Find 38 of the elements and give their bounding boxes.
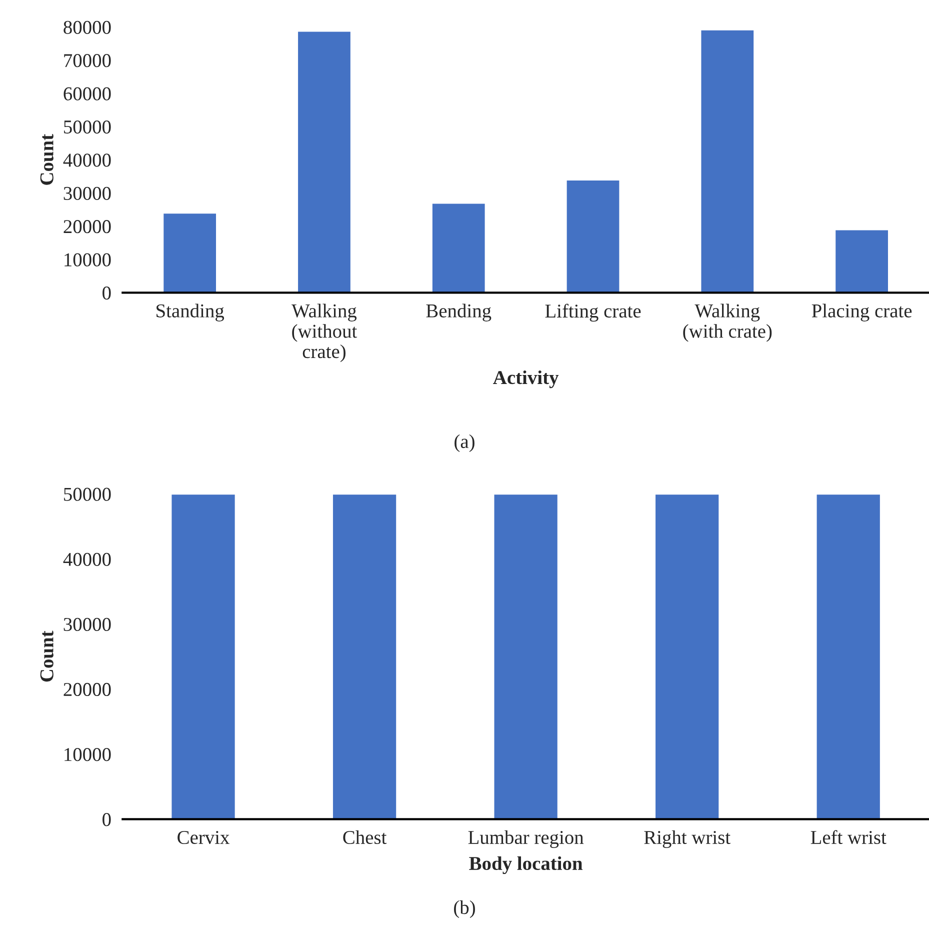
y-tick-label: 50000: [64, 120, 111, 134]
y-tick-label: 0: [102, 813, 111, 826]
bar: [431, 202, 486, 293]
x-axis-title: Body location: [469, 856, 583, 874]
y-tick-label: 30000: [64, 186, 111, 200]
text: (b): [454, 900, 475, 918]
x-tick-label: Standing: [156, 304, 224, 322]
y-axis-title: Count: [40, 630, 54, 682]
bar: [700, 28, 755, 293]
x-tick-label: Chest: [343, 830, 387, 844]
x-tick-label: Walking (without crate): [292, 304, 358, 362]
x-tick-label: Placing crate: [812, 304, 912, 322]
y-tick-label: 60000: [64, 87, 111, 100]
text: (a): [454, 434, 474, 452]
x-tick-label: Lumbar region: [468, 830, 584, 848]
x-tick-label: Right wrist: [644, 830, 730, 848]
y-tick-label: 70000: [64, 54, 111, 68]
y-tick-label: 30000: [64, 618, 111, 632]
x-tick-label: Cervix: [178, 830, 230, 844]
x-tick-label: Walking (with crate): [683, 304, 772, 342]
y-tick-label: 20000: [64, 682, 111, 696]
y-tick-label: 40000: [63, 552, 111, 566]
x-tick-label: Left wrist: [810, 830, 886, 844]
y-tick-label: 50000: [64, 488, 111, 501]
x-axis-title: Activity: [493, 370, 559, 388]
x-tick-label: Lifting crate: [545, 304, 641, 322]
y-tick-label: 0: [102, 286, 111, 300]
bar: [296, 30, 352, 293]
y-axis-title: Count: [40, 134, 54, 185]
y-tick-label: 80000: [64, 20, 111, 34]
bar: [565, 179, 621, 293]
y-tick-label: 40000: [63, 154, 111, 167]
y-tick-label: 10000: [64, 748, 111, 762]
x-tick-label: Bending: [426, 304, 492, 322]
bar: [834, 228, 890, 293]
y-tick-label: 20000: [64, 220, 111, 234]
y-tick-label: 10000: [64, 253, 111, 266]
bar: [162, 212, 218, 293]
